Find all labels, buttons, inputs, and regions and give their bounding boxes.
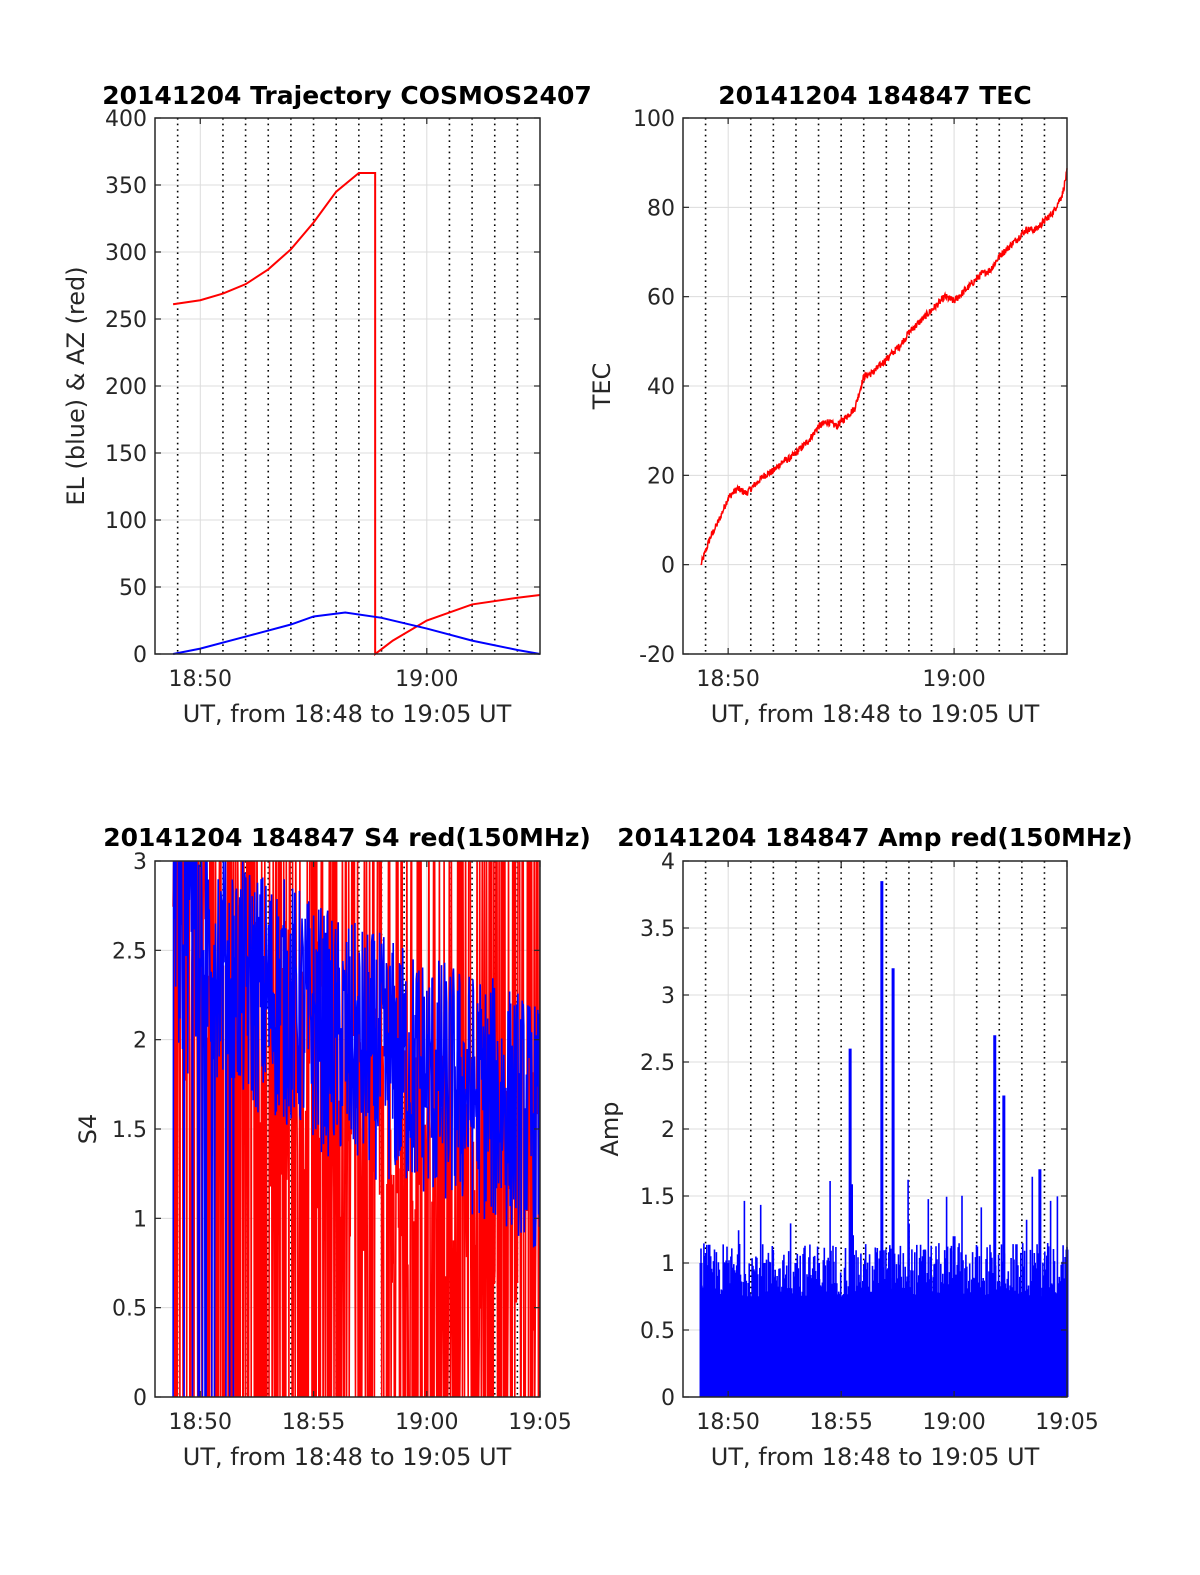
y-tick-label: 2.5 xyxy=(640,1051,675,1076)
y-tick-label: 1 xyxy=(661,1252,675,1277)
x-tick-label: 18:55 xyxy=(282,1410,345,1435)
y-tick-label: 40 xyxy=(647,375,675,400)
y-axis-label: TEC xyxy=(588,363,616,411)
panel-tec: 20141204 184847 TEC -20 0 20 40 60 80 100 18:5… xyxy=(588,81,1068,728)
series-tec-line xyxy=(700,168,1068,566)
x-tick-label: 18:55 xyxy=(809,1410,872,1435)
y-tick-label: 2 xyxy=(661,1118,675,1143)
y-tick-label: 1.5 xyxy=(112,1118,147,1143)
y-tick-label: 80 xyxy=(647,196,675,221)
y-tick-label: 3.5 xyxy=(640,917,675,942)
y-axis-ticks: -20 0 20 40 60 80 100 xyxy=(633,107,1067,668)
plot-area-tec xyxy=(700,168,1068,566)
y-tick-label: 0 xyxy=(661,554,675,579)
y-tick-label: 20 xyxy=(647,464,675,489)
chart-title: 20141204 184847 TEC xyxy=(718,81,1031,110)
y-tick-label: 3 xyxy=(661,984,675,1009)
x-axis-ticks: 18:50 18:55 19:00 19:05 xyxy=(696,861,1099,1435)
x-tick-label: 19:00 xyxy=(922,1410,985,1435)
plot-area-s4 xyxy=(172,861,540,1397)
x-tick-label: 19:00 xyxy=(395,1410,458,1435)
y-tick-label: 0.5 xyxy=(640,1319,675,1344)
y-tick-label: 150 xyxy=(105,442,147,467)
y-tick-label: 50 xyxy=(119,576,147,601)
chart-title: 20141204 184847 Amp red(150MHz) xyxy=(617,823,1133,852)
plot-area-trajectory xyxy=(172,171,541,657)
y-tick-label: 300 xyxy=(105,241,147,266)
y-axis-ticks: 0 0.5 1 1.5 2 2.5 3 3.5 4 xyxy=(640,850,1067,1411)
x-tick-label: 19:05 xyxy=(1035,1410,1098,1435)
x-axis-ticks: 18:50 19:00 xyxy=(169,118,458,692)
y-tick-label: 0 xyxy=(133,643,147,668)
x-axis-label: UT, from 18:48 to 19:05 UT xyxy=(183,700,512,728)
y-tick-label: 0 xyxy=(133,1386,147,1411)
y-tick-label: 350 xyxy=(105,174,147,199)
series-group xyxy=(172,861,540,1397)
x-axis-label: UT, from 18:48 to 19:05 UT xyxy=(183,1443,512,1471)
y-tick-label: 1.5 xyxy=(640,1185,675,1210)
x-tick-label: 18:50 xyxy=(696,1410,759,1435)
series-blue-line xyxy=(172,861,540,1397)
y-tick-label: 400 xyxy=(105,107,147,132)
y-tick-label: -20 xyxy=(639,643,675,668)
y-tick-label: 100 xyxy=(105,509,147,534)
x-axis-ticks: 18:50 19:00 xyxy=(696,118,986,692)
y-axis-label: EL (blue) & AZ (red) xyxy=(62,266,90,505)
y-tick-label: 100 xyxy=(633,107,675,132)
y-tick-label: 2.5 xyxy=(112,939,147,964)
y-tick-label: 0 xyxy=(661,1386,675,1411)
y-tick-label: 250 xyxy=(105,308,147,333)
y-tick-label: 3 xyxy=(133,850,147,875)
y-tick-label: 60 xyxy=(647,286,675,311)
panel-s4: 20141204 184847 S4 red(150MHz) 0 0.5 1 1.5 2… xyxy=(74,823,591,1471)
x-axis-label: UT, from 18:48 to 19:05 UT xyxy=(711,700,1040,728)
y-tick-label: 200 xyxy=(105,375,147,400)
x-axis-ticks: 18:50 18:55 19:00 19:05 xyxy=(169,861,572,1435)
x-tick-label: 18:50 xyxy=(169,667,232,692)
y-tick-label: 0.5 xyxy=(112,1297,147,1322)
x-tick-label: 19:05 xyxy=(508,1410,571,1435)
y-axis-label: S4 xyxy=(74,1114,102,1145)
chart-title: 20141204 184847 S4 red(150MHz) xyxy=(103,823,591,852)
y-axis-label: Amp xyxy=(596,1101,624,1156)
series-az-line xyxy=(172,171,541,657)
x-tick-label: 19:00 xyxy=(922,667,985,692)
panel-trajectory: 20141204 Trajectory COSMOS2407 0 50 100 150… xyxy=(62,81,592,728)
y-tick-label: 1 xyxy=(133,1207,147,1232)
x-tick-label: 18:50 xyxy=(696,667,759,692)
x-tick-label: 19:00 xyxy=(395,667,458,692)
x-axis-label: UT, from 18:48 to 19:05 UT xyxy=(711,1443,1040,1471)
x-tick-label: 18:50 xyxy=(169,1410,232,1435)
y-axis-ticks: 0 50 100 150 200 250 300 350 400 xyxy=(105,107,540,668)
grid xyxy=(155,117,540,655)
y-tick-label: 2 xyxy=(133,1029,147,1054)
chart-title: 20141204 Trajectory COSMOS2407 xyxy=(102,81,592,110)
panel-amp: 20141204 184847 Amp red(150MHz) 0 0.5 1 1.5… xyxy=(596,823,1133,1471)
y-axis-ticks: 0 0.5 1 1.5 2 2.5 3 xyxy=(112,850,540,1411)
y-tick-label: 4 xyxy=(661,850,675,875)
series-el-line xyxy=(172,611,541,655)
